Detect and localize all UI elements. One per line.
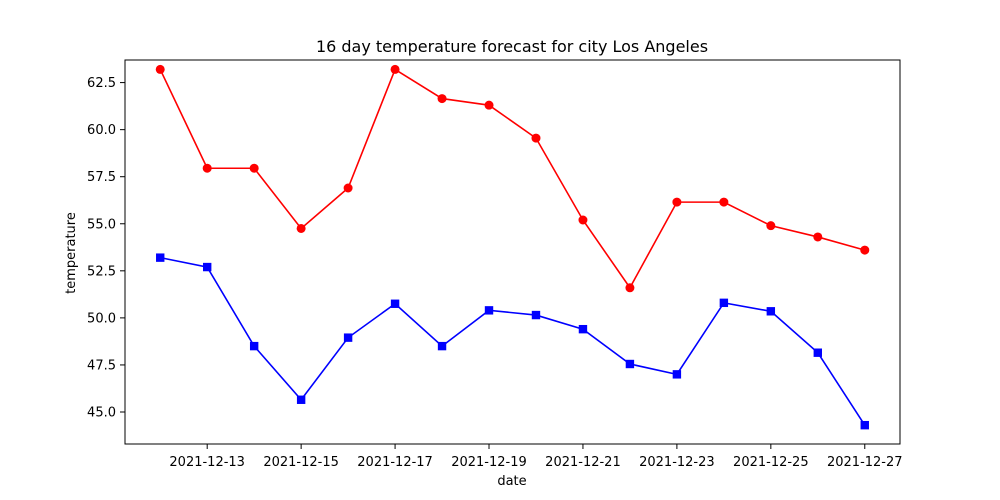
data-point-series-0 bbox=[296, 223, 306, 233]
x-tick-label: 2021-12-21 bbox=[545, 455, 621, 470]
data-point-series-0 bbox=[484, 100, 494, 110]
data-point-series-1 bbox=[719, 298, 729, 308]
series-line-1 bbox=[160, 256, 866, 426]
data-point-series-0 bbox=[860, 245, 870, 255]
y-tick-label: 50.0 bbox=[87, 311, 116, 326]
y-tick-label: 60.0 bbox=[87, 123, 116, 138]
data-point-series-1 bbox=[390, 299, 400, 308]
y-tick-label: 57.5 bbox=[87, 170, 116, 185]
x-tick-label: 2021-12-19 bbox=[451, 455, 527, 470]
data-point-series-0 bbox=[155, 64, 165, 74]
data-point-series-0 bbox=[766, 221, 776, 231]
data-point-series-1 bbox=[202, 262, 212, 272]
x-tick-label: 2021-12-25 bbox=[733, 455, 809, 470]
y-tick-label: 62.5 bbox=[87, 76, 116, 91]
data-point-series-1 bbox=[156, 253, 165, 262]
data-point-series-1 bbox=[437, 341, 447, 351]
chart-title: 16 day temperature forecast for city Los… bbox=[316, 37, 708, 56]
x-tick-label: 2021-12-15 bbox=[263, 455, 339, 470]
data-point-series-1 bbox=[296, 395, 306, 404]
x-tick-label: 2021-12-23 bbox=[639, 455, 715, 470]
data-point-series-1 bbox=[578, 324, 588, 334]
axes-frame bbox=[124, 59, 901, 445]
data-point-series-0 bbox=[813, 232, 823, 242]
x-tick-label: 2021-12-17 bbox=[357, 455, 433, 470]
data-point-series-0 bbox=[578, 215, 588, 225]
data-point-series-1 bbox=[249, 341, 259, 351]
series-line-0 bbox=[159, 68, 865, 290]
data-point-series-1 bbox=[343, 333, 353, 342]
y-tick-label: 45.0 bbox=[87, 406, 116, 421]
y-tick-label: 47.5 bbox=[87, 358, 116, 373]
x-tick-label: 2021-12-13 bbox=[169, 455, 245, 470]
data-point-series-0 bbox=[672, 197, 682, 207]
data-point-series-0 bbox=[531, 133, 541, 143]
data-point-series-1 bbox=[672, 370, 682, 379]
data-point-series-0 bbox=[202, 163, 212, 173]
data-point-series-0 bbox=[390, 64, 400, 74]
x-axis-label: date bbox=[497, 474, 526, 489]
x-tick-label: 2021-12-27 bbox=[827, 455, 903, 470]
data-point-series-1 bbox=[625, 359, 635, 369]
data-point-series-1 bbox=[484, 306, 494, 315]
data-point-series-0 bbox=[625, 283, 635, 293]
data-point-series-1 bbox=[531, 310, 541, 320]
data-point-series-0 bbox=[249, 163, 259, 173]
data-point-series-1 bbox=[860, 420, 869, 430]
data-point-series-0 bbox=[343, 183, 353, 193]
data-point-series-0 bbox=[719, 197, 729, 207]
plot-area: 45.0 47.5 50.0 52.5 55.0 57.5 60.0 62.5 2021-12-… bbox=[87, 59, 903, 470]
y-axis-label: temperature bbox=[64, 212, 79, 294]
data-point-series-1 bbox=[766, 307, 776, 316]
data-point-series-0 bbox=[437, 94, 447, 104]
data-point-series-1 bbox=[813, 348, 823, 357]
y-tick-label: 52.5 bbox=[87, 264, 116, 279]
y-tick-label: 55.0 bbox=[87, 217, 116, 232]
